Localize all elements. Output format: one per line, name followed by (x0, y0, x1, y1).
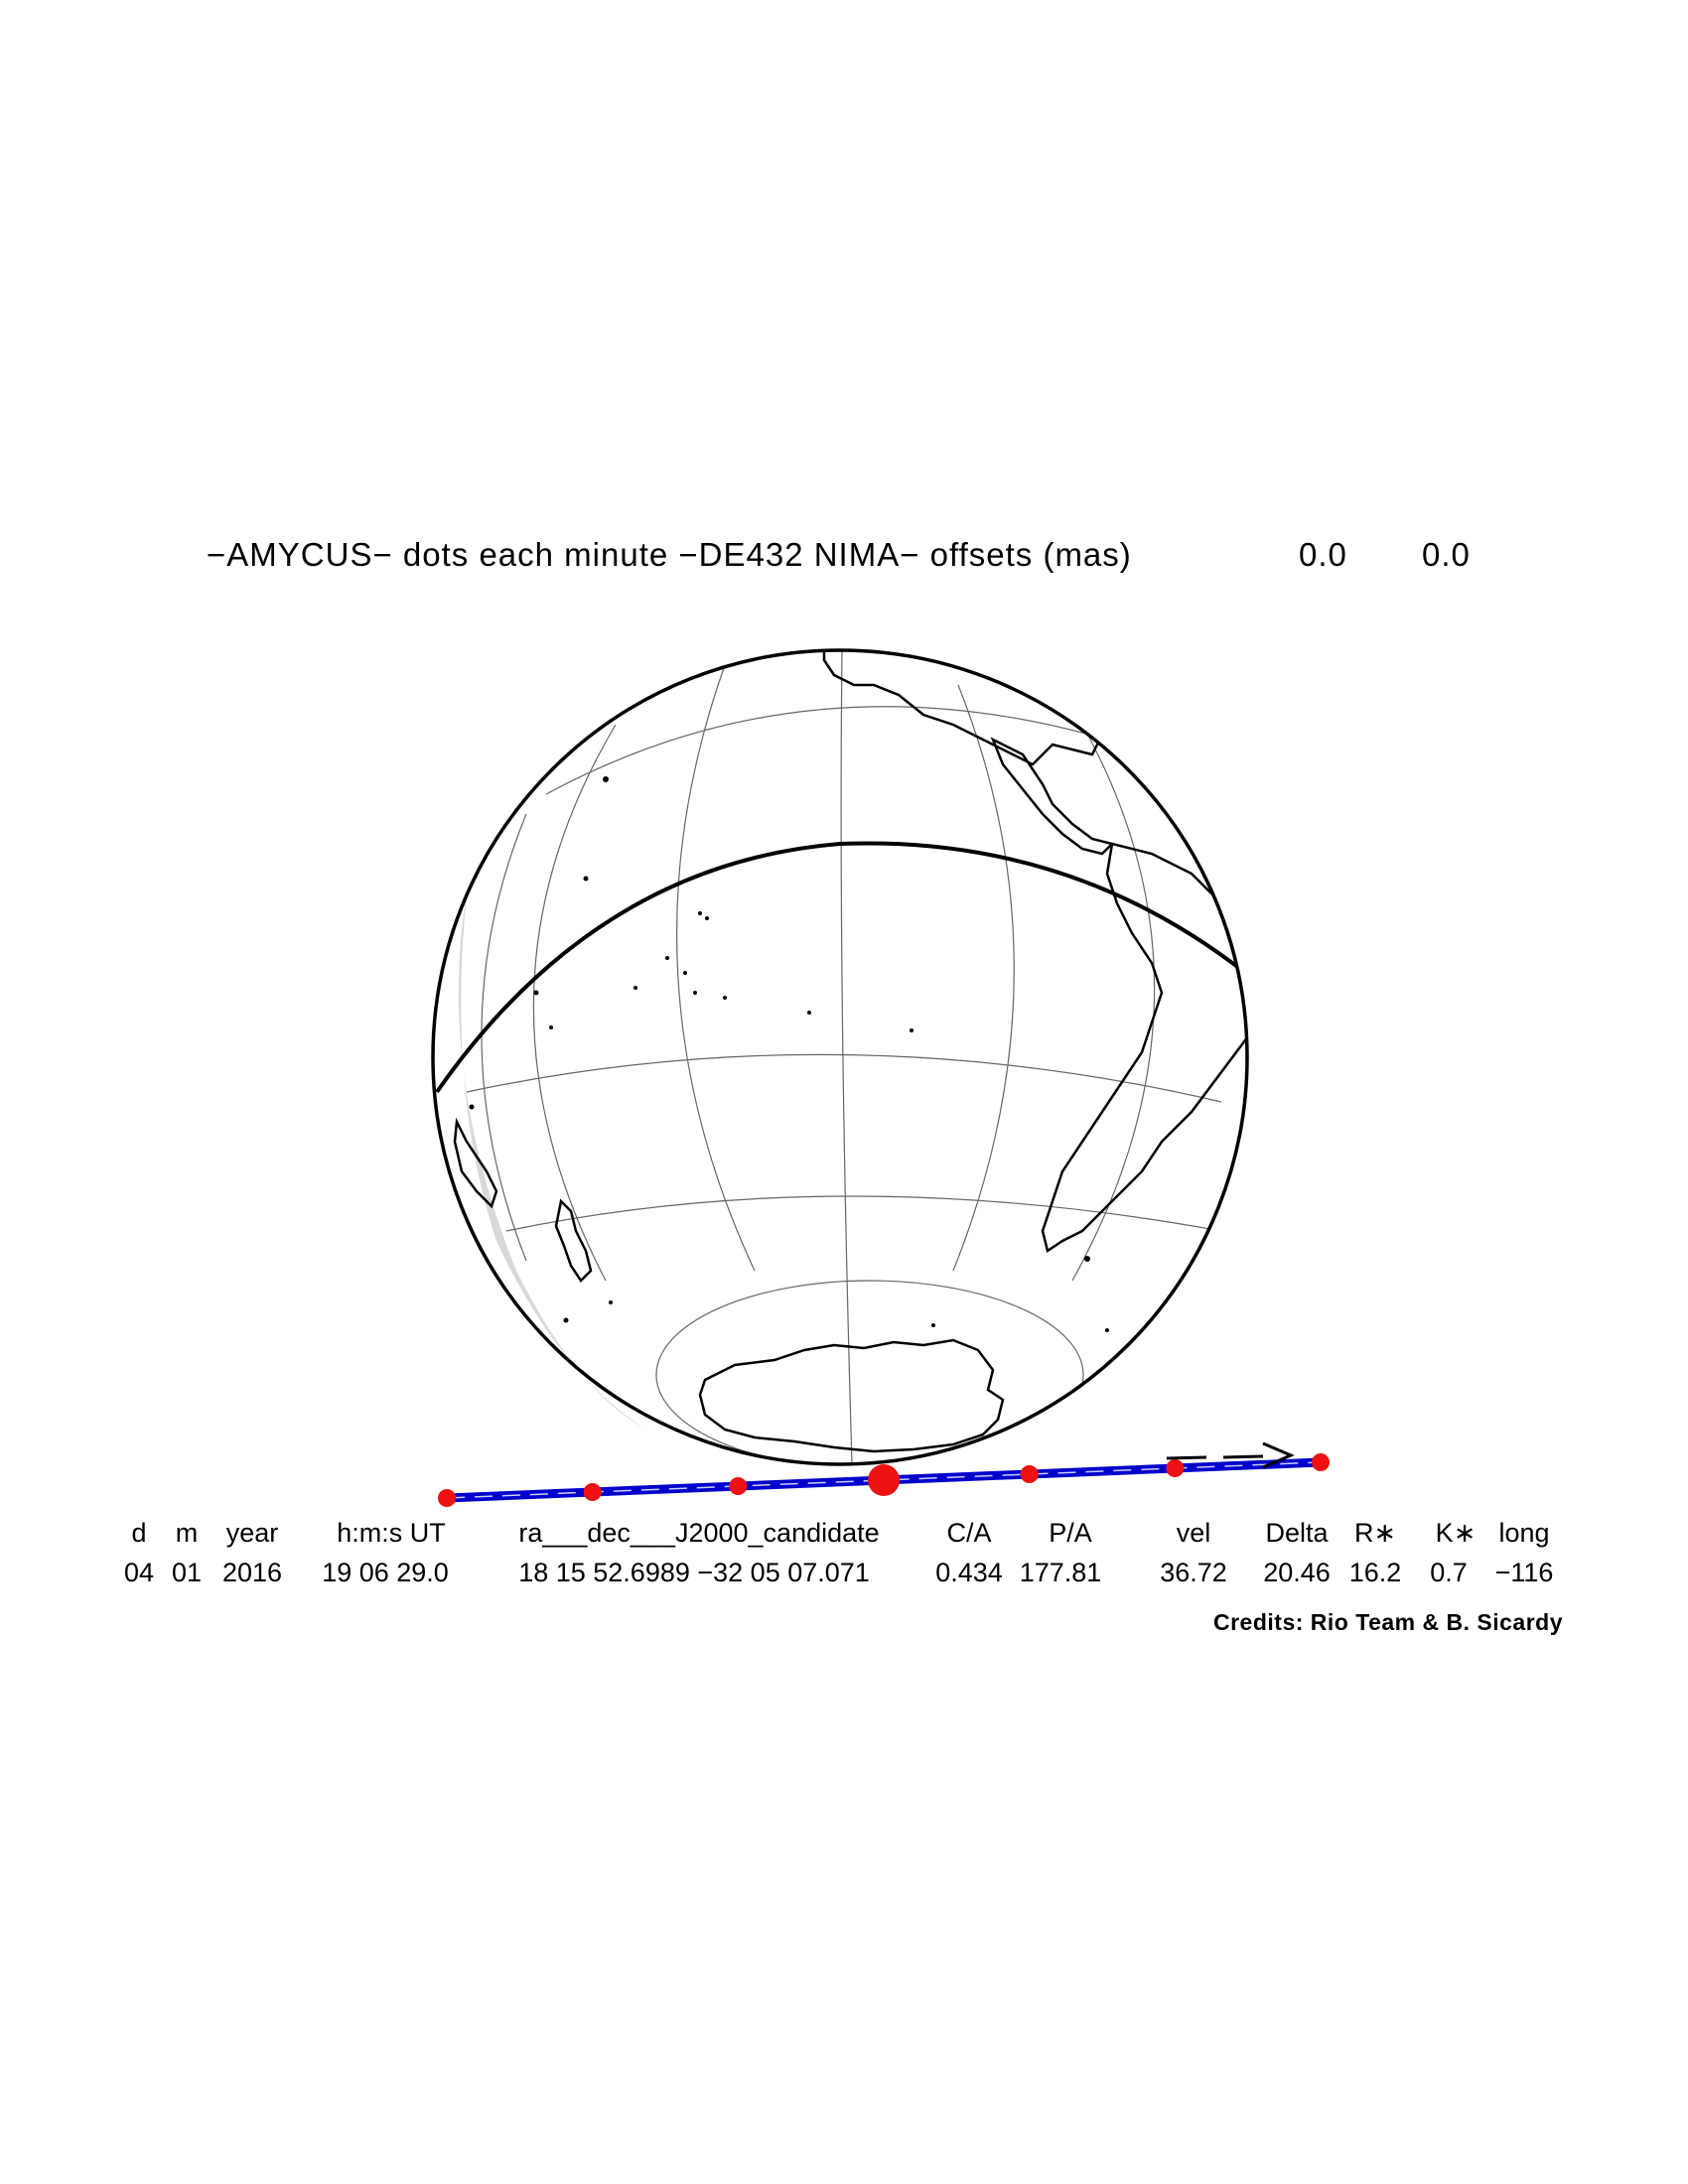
globe-limb (431, 648, 1249, 1466)
value-year: 2016 (221, 1558, 283, 1587)
value-long: −116 (1494, 1558, 1554, 1587)
value-vel: 36.72 (1160, 1558, 1227, 1587)
header-vel: vel (1176, 1518, 1211, 1548)
minute-dot (438, 1489, 456, 1507)
header-d: d (131, 1518, 147, 1548)
night-shade (458, 893, 645, 1430)
header-radec: ra___dec___J2000_candidate (518, 1518, 880, 1548)
arrow-dash (1166, 1455, 1207, 1460)
value-delta: 20.46 (1263, 1558, 1331, 1587)
central-minute-dot (868, 1464, 900, 1496)
header-long: long (1498, 1518, 1550, 1548)
header-kstar: K∗ (1435, 1518, 1477, 1548)
plot-title: −AMYCUS− dots each minute −DE432 NIMA− o… (0, 536, 1688, 596)
island (603, 776, 609, 782)
meridian (676, 664, 756, 1272)
value-rstar: 16.2 (1348, 1558, 1402, 1587)
meridian (1071, 724, 1156, 1282)
island (1105, 1328, 1109, 1332)
pacific-islands (469, 776, 1109, 1332)
australia-edge (453, 1117, 498, 1209)
island (633, 986, 637, 990)
island (910, 1028, 914, 1032)
antarctica (698, 1338, 1005, 1453)
value-m: 01 (171, 1558, 203, 1587)
title-text: −AMYCUS− dots each minute −DE432 NIMA− o… (207, 536, 1132, 573)
value-ca: 0.434 (935, 1558, 1003, 1587)
value-kstar: 0.7 (1430, 1558, 1468, 1587)
polar-circle (655, 1280, 1084, 1464)
island (549, 1025, 553, 1029)
value-hms-ut: 19 06 29.0 (322, 1558, 449, 1587)
table-value-row: 04 01 2016 19 06 29.0 18 15 52.6989 −32 … (0, 1558, 1688, 1593)
value-radec: 18 15 52.6989 −32 05 07.071 (518, 1558, 870, 1587)
graticule (466, 650, 1222, 1464)
table-header-row: d m year h:m:s UT ra___dec___J2000_candi… (0, 1518, 1688, 1554)
credits: Credits: Rio Team & B. Sicardy (1213, 1609, 1563, 1635)
value-pa: 177.81 (1019, 1558, 1102, 1587)
island (705, 916, 709, 920)
island (609, 1300, 613, 1304)
meridian (532, 724, 617, 1282)
island (469, 1104, 475, 1110)
island (698, 911, 702, 915)
island (683, 971, 687, 975)
header-pa: P/A (1049, 1518, 1092, 1548)
island (693, 991, 697, 995)
island (1084, 1256, 1090, 1262)
central-america (990, 737, 1115, 856)
globe (431, 648, 1249, 1466)
island (931, 1323, 935, 1327)
island (723, 996, 727, 1000)
minute-dot (583, 1483, 602, 1501)
south-america (1041, 842, 1247, 1254)
island (533, 990, 539, 996)
header-rstar: R∗ (1353, 1518, 1397, 1548)
value-d: 04 (123, 1558, 155, 1587)
continents (453, 650, 1247, 1453)
island (583, 876, 589, 882)
minute-dots (438, 1453, 1330, 1507)
header-hms-ut: h:m:s UT (337, 1518, 446, 1548)
shadow-path (438, 1441, 1330, 1507)
island (807, 1011, 811, 1015)
minute-dot (729, 1477, 748, 1495)
header-ca: C/A (946, 1518, 992, 1548)
parallel (466, 1053, 1222, 1103)
new-zealand (554, 1198, 593, 1283)
island (665, 956, 669, 960)
parallel (505, 1195, 1222, 1232)
north-america (822, 650, 1104, 766)
arrow-head (1262, 1441, 1295, 1469)
equator (435, 841, 1247, 1094)
header-year: year (225, 1518, 279, 1548)
parallel (545, 706, 1183, 795)
meridian (840, 650, 853, 1464)
minute-dot (1166, 1459, 1185, 1477)
offset-dec: 0.0 (1422, 536, 1471, 573)
offset-ra: 0.0 (1299, 536, 1347, 573)
header-delta: Delta (1265, 1518, 1329, 1548)
island (563, 1317, 569, 1323)
minute-dot (1020, 1465, 1039, 1483)
meridian (952, 684, 1015, 1272)
header-m: m (175, 1518, 199, 1548)
arrow-dash (1222, 1454, 1264, 1459)
minute-dot (1312, 1453, 1330, 1471)
direction-arrow (1166, 1441, 1295, 1469)
